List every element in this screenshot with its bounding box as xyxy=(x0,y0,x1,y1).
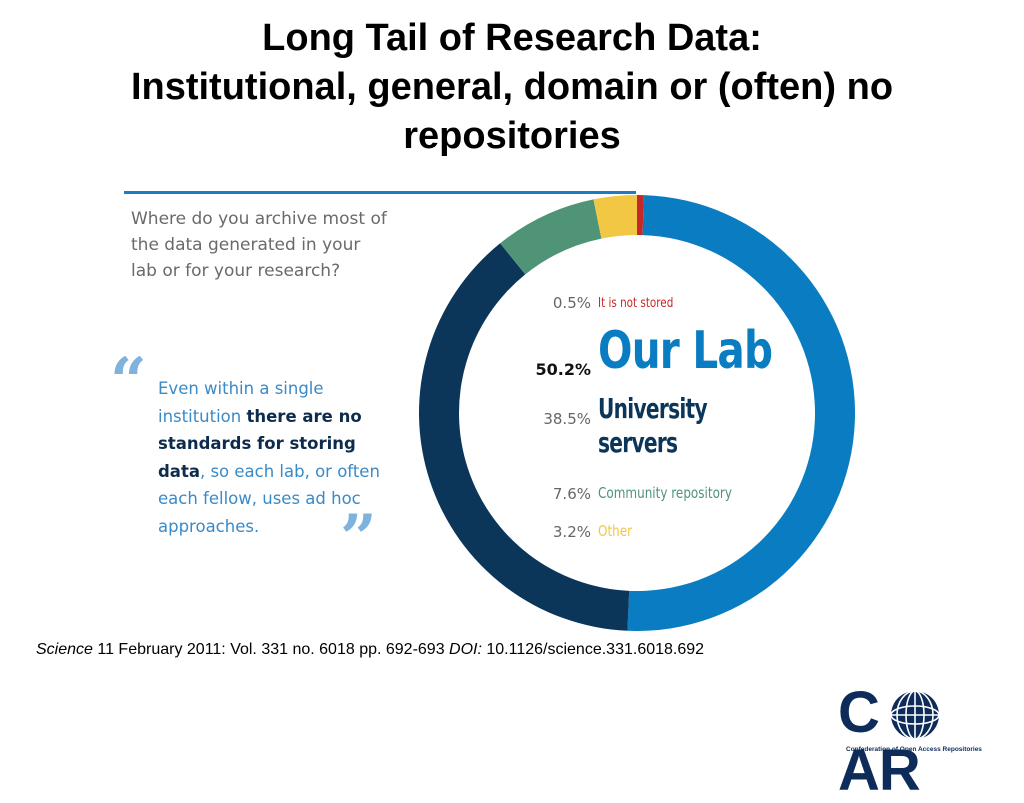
close-quote-icon: ” xyxy=(340,501,377,576)
citation-doi-label: DOI: xyxy=(449,641,482,658)
citation: Science 11 February 2011: Vol. 331 no. 6… xyxy=(36,641,996,659)
citation-detail: 11 February 2011: Vol. 331 no. 6018 pp. … xyxy=(92,641,450,658)
quote-part-1: Even within a single institution xyxy=(158,379,324,426)
quote-part-3: , so each lab, or often each fellow, use… xyxy=(158,461,380,536)
pull-quote: Even within a single institution there a… xyxy=(158,375,398,540)
donut-chart xyxy=(418,195,856,632)
question-line-2: the data generated in your xyxy=(131,235,361,255)
title-line-1: Long Tail of Research Data: xyxy=(262,17,762,59)
quote-part-2: there are no standards for storing data xyxy=(158,406,362,481)
title-line-3: repositories xyxy=(403,115,621,157)
donut-slice-other xyxy=(593,195,637,239)
title-line-2: Institutional, general, domain or (often… xyxy=(130,66,894,108)
coar-logo: CAR Confederation of Open Access Reposit… xyxy=(838,684,1008,800)
citation-doi-value: 10.1126/science.331.6018.692 xyxy=(481,641,705,658)
survey-question: Where do you archive most of the data ge… xyxy=(131,206,421,284)
globe-icon xyxy=(890,690,940,740)
open-quote-icon: “ xyxy=(110,344,147,419)
citation-journal: Science xyxy=(36,641,93,658)
question-line-1: Where do you archive most of xyxy=(131,209,387,229)
donut-slice-our-lab xyxy=(627,195,856,632)
donut-slice-it-is-not-stored xyxy=(637,195,644,236)
donut-slice-university-servers xyxy=(418,243,630,631)
question-line-3: lab or for your research? xyxy=(131,261,341,281)
logo-letter-c: C xyxy=(838,680,880,745)
donut-slice-community-repository xyxy=(500,199,602,275)
logo-subtitle: Confederation of Open Access Repositorie… xyxy=(846,746,982,753)
title-divider xyxy=(124,191,636,194)
slide-title: Long Tail of Research Data: Institutiona… xyxy=(0,14,1024,172)
